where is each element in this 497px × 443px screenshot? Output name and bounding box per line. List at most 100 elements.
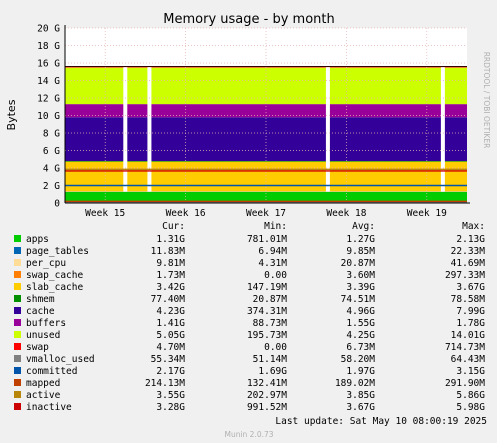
legend-value-min: 195.73M [247,330,287,341]
y-tick-label: 14 G [37,76,60,87]
y-tick-label: 2 G [43,181,60,192]
area-per-cpu [65,191,467,192]
legend-value-avg: 4.96G [346,306,375,317]
legend-value-avg: 189.02M [335,378,375,389]
legend-value-avg: 1.27G [346,234,375,245]
y-axis-label: Bytes [5,99,18,130]
legend-value-cur: 9.81M [156,258,185,269]
legend-swatch [14,343,21,350]
y-axis-ticks: 0 2 G 4 G 6 G 8 G 10 G 12 G 14 G 16 G 18 G 20 G [37,24,60,210]
legend-value-max: 7.99G [456,306,485,317]
legend-value-cur: 1.31G [156,234,185,245]
legend-value-max: 3.67G [456,282,485,293]
legend-value-min: 6.94M [258,246,287,257]
y-tick-label: 12 G [37,94,60,105]
legend-value-min: 991.52M [247,402,287,413]
legend-series-name: cache [26,306,55,317]
legend-value-avg: 3.60M [346,270,375,281]
legend-swatch [14,319,21,326]
legend-series-name: page_tables [26,246,89,257]
legend-series-name: unused [26,330,60,341]
y-tick-label: 8 G [43,129,60,140]
x-tick-label: Week 17 [246,208,286,219]
legend-value-max: 2.13G [456,234,485,245]
legend-value-avg: 1.97G [346,366,375,377]
legend-value-min: 20.87M [253,294,288,305]
y-tick-label: 10 G [37,111,60,122]
reboot-dip-1 [147,67,152,192]
legend-value-max: 1.78G [456,318,485,329]
y-tick-label: 0 [54,199,60,210]
legend-value-max: 3.15G [456,366,485,377]
legend-value-min: 0.00 [264,270,287,281]
legend-value-min: 0.00 [264,342,287,353]
legend-swatch [14,331,21,338]
legend-value-avg: 9.85M [346,246,375,257]
legend-value-max: 22.33M [451,246,486,257]
legend-value-avg: 3.67G [346,402,375,413]
legend-value-cur: 55.34M [151,354,186,365]
area-buffers [65,104,467,118]
y-tick-label: 6 G [43,146,60,157]
legend-value-avg: 4.25G [346,330,375,341]
legend-value-cur: 4.70M [156,342,185,353]
legend-value-max: 5.86G [456,390,485,401]
legend-swatch [14,247,21,254]
legend-swatch [14,283,21,290]
reboot-dip-0 [123,67,128,192]
rrdtool-watermark: RRDTOOL / TOBI OETIKER [482,52,491,149]
y-tick-label: 18 G [37,41,60,52]
legend-value-min: 1.69G [258,366,287,377]
legend-header-avg: Avg: [352,221,375,232]
legend-value-min: 202.97M [247,390,287,401]
legend-series-name: committed [26,366,77,377]
line-series [65,66,467,204]
legend-series-name: per_cpu [26,258,66,269]
legend-swatch [14,379,21,386]
area-shmem [65,161,467,162]
legend-value-cur: 3.28G [156,402,185,413]
legend-value-avg: 3.39G [346,282,375,293]
legend-value-min: 781.01M [247,234,287,245]
legend-header-cur: Cur: [162,221,185,232]
legend-value-min: 4.31M [258,258,287,269]
x-axis-ticks: Week 15 Week 16 Week 17 Week 18 Week 19 [85,208,447,219]
legend-value-cur: 4.23G [156,306,185,317]
legend-swatch [14,367,21,374]
legend-value-cur: 77.40M [151,294,186,305]
legend-value-cur: 3.42G [156,282,185,293]
legend-swatch [14,295,21,302]
munin-version: Munin 2.0.73 [224,430,273,439]
legend-value-cur: 1.41G [156,318,185,329]
legend-value-min: 88.73M [253,318,288,329]
legend-header-min: Min: [264,221,287,232]
legend-value-cur: 214.13M [145,378,185,389]
legend-swatch [14,259,21,266]
legend-value-avg: 74.51M [341,294,376,305]
legend-value-min: 374.31M [247,306,287,317]
x-tick-label: Week 19 [407,208,447,219]
legend-series-name: swap_cache [26,270,83,281]
legend-value-avg: 3.85G [346,390,375,401]
legend-value-max: 714.73M [445,342,485,353]
legend: Cur: Min: Avg: Max: apps 1.31G 781.01M 1.27… [14,221,485,413]
legend-series-name: mapped [26,378,60,389]
legend-value-min: 132.41M [247,378,287,389]
reboot-dip-2 [325,67,330,192]
legend-value-avg: 20.87M [341,258,376,269]
legend-value-max: 14.01G [451,330,486,341]
legend-value-avg: 58.20M [341,354,376,365]
legend-value-cur: 5.05G [156,330,185,341]
y-tick-label: 4 G [43,164,60,175]
legend-value-max: 78.58M [451,294,486,305]
legend-series-name: shmem [26,294,55,305]
legend-value-max: 64.43M [451,354,486,365]
legend-value-max: 5.98G [456,402,485,413]
legend-series-name: buffers [26,318,66,329]
legend-value-cur: 2.17G [156,366,185,377]
legend-value-max: 41.69M [451,258,486,269]
legend-swatch [14,307,21,314]
chart-title: Memory usage - by month [163,12,334,27]
legend-value-cur: 3.55G [156,390,185,401]
legend-value-max: 297.33M [445,270,485,281]
